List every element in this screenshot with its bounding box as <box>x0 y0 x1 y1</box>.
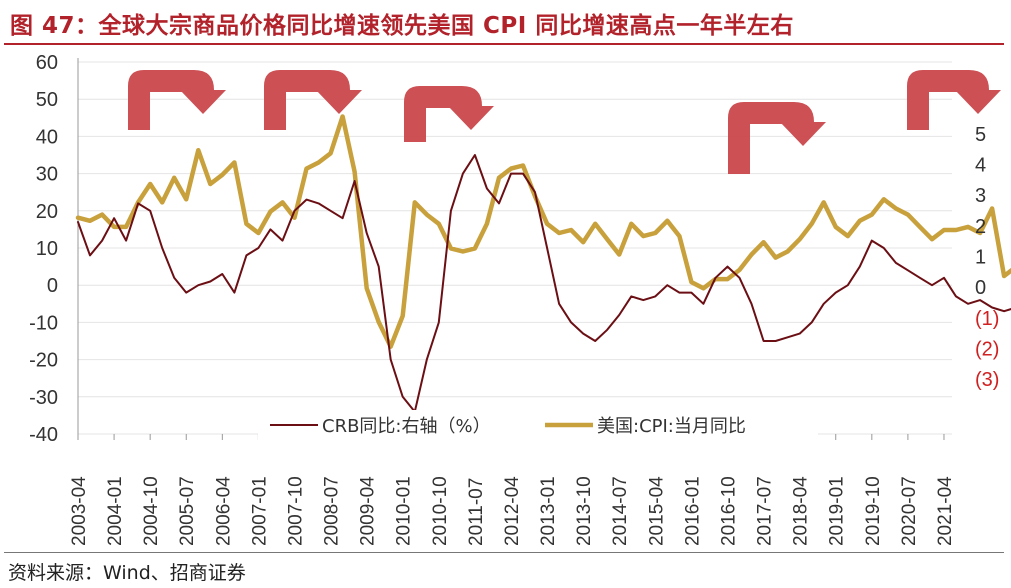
right-tick-label: 2 <box>975 216 986 238</box>
lead-arrow-2010 <box>404 86 494 142</box>
cpi-series-line <box>75 114 1011 349</box>
x-tick-label: 2012-04 <box>502 476 523 546</box>
left-tick-label: 30 <box>36 164 58 186</box>
x-tick-label: 2007-01 <box>249 476 270 546</box>
x-tick-label: 2013-10 <box>574 476 595 546</box>
left-tick-label: 0 <box>47 275 58 297</box>
x-tick-label: 2006-04 <box>213 476 234 546</box>
right-axis: 5 4 3 2 1 0 (1) (2) (3) <box>975 124 999 391</box>
x-axis: 2003-04 2004-01 2004-10 2005-07 2006-04 2007-… <box>69 434 956 546</box>
gridlines <box>77 58 952 435</box>
title-underline <box>4 43 1004 45</box>
right-tick-label: 5 <box>975 124 986 146</box>
x-tick-label: 2003-04 <box>69 476 90 546</box>
series-layer <box>75 114 1011 413</box>
crb-series-line <box>77 154 1011 413</box>
x-tick-label: 2013-01 <box>538 476 559 546</box>
left-tick-label: 10 <box>36 238 58 260</box>
x-tick-label: 2021-04 <box>935 476 956 546</box>
x-tick-label: 2010-10 <box>430 476 451 546</box>
left-tick-label: -10 <box>29 312 58 334</box>
chart-title: 图 47：全球大宗商品价格同比增速领先美国 CPI 同比增速高点一年半左右 <box>10 13 794 39</box>
x-tick-label: 2015-04 <box>646 476 667 546</box>
x-tick-label: 2016-10 <box>718 476 739 546</box>
x-tick-label: 2005-07 <box>177 476 198 546</box>
x-tick-label: 2020-07 <box>899 476 920 546</box>
left-tick-label: 50 <box>36 89 58 111</box>
legend-label-cpi: 美国:CPI:当月同比 <box>597 416 746 437</box>
left-tick-label: -30 <box>29 387 58 409</box>
right-tick-label: 1 <box>975 247 986 269</box>
x-tick-label: 2004-10 <box>141 476 162 546</box>
left-tick-label: 60 <box>36 52 58 74</box>
left-tick-label: -20 <box>29 350 58 372</box>
x-tick-label: 2007-10 <box>285 476 306 546</box>
lead-arrows <box>128 70 1001 174</box>
right-tick-label: (2) <box>975 339 999 361</box>
right-tick-label: 3 <box>975 185 986 207</box>
x-tick-label: 2004-01 <box>105 476 126 546</box>
legend-label-crb: CRB同比:右轴（%） <box>322 416 491 437</box>
x-tick-label: 2011-07 <box>466 478 487 546</box>
right-tick-label: (1) <box>975 308 999 330</box>
source-note: 资料来源：Wind、招商证券 <box>8 562 246 584</box>
x-tick-label: 2019-10 <box>863 476 884 546</box>
right-tick-label: (3) <box>975 369 999 391</box>
right-tick-label: 0 <box>975 277 986 299</box>
x-tick-label: 2009-04 <box>358 476 379 546</box>
legend-background <box>258 410 818 440</box>
x-tick-label: 2008-07 <box>322 476 343 546</box>
x-tick-label: 2018-04 <box>791 476 812 546</box>
right-tick-label: 4 <box>975 154 986 176</box>
legend: CRB同比:右轴（%） 美国:CPI:当月同比 <box>258 410 818 440</box>
x-tick-label: 2014-07 <box>610 476 631 546</box>
left-tick-label: -40 <box>29 424 58 446</box>
x-tick-label: 2010-01 <box>394 476 415 546</box>
lead-arrow-2004 <box>128 70 226 130</box>
lead-arrow-2021 <box>907 70 1001 130</box>
lead-arrow-2007 <box>264 70 362 130</box>
x-tick-label: 2016-01 <box>682 476 703 546</box>
footer-rule <box>4 552 1004 553</box>
left-axis: 60 50 40 30 20 10 0 -10 -20 -30 -40 <box>29 52 58 446</box>
lead-arrow-2016 <box>728 102 826 174</box>
left-tick-label: 20 <box>36 201 58 223</box>
x-tick-label: 2017-07 <box>755 476 776 546</box>
left-tick-label: 40 <box>36 126 58 148</box>
x-tick-label: 2019-01 <box>827 476 848 546</box>
